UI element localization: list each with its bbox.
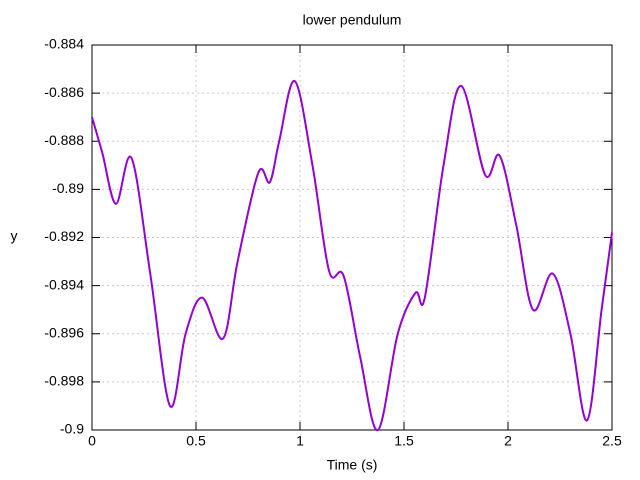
x-tick-label: 0 [88, 433, 96, 449]
chart-title: lower pendulum [303, 12, 402, 28]
y-tick-label: -0.898 [44, 373, 84, 389]
data-line [91, 80, 613, 432]
x-axis-label: Time (s) [327, 457, 378, 473]
y-tick-label: -0.886 [44, 84, 84, 100]
x-tick-label: 1.5 [394, 433, 414, 449]
x-tick-label: 2.5 [602, 433, 622, 449]
x-tick-label: 1 [296, 433, 304, 449]
y-tick-label: -0.894 [44, 276, 84, 292]
y-axis-label: y [11, 228, 18, 244]
y-tick-label: -0.89 [52, 180, 84, 196]
y-tick-label: -0.888 [44, 132, 84, 148]
y-tick-label: -0.884 [44, 36, 84, 52]
y-tick-label: -0.896 [44, 324, 84, 340]
x-tick-label: 2 [504, 433, 512, 449]
y-tick-label: -0.892 [44, 228, 84, 244]
x-tick-label: 0.5 [186, 433, 206, 449]
y-tick-label: -0.9 [60, 421, 84, 437]
